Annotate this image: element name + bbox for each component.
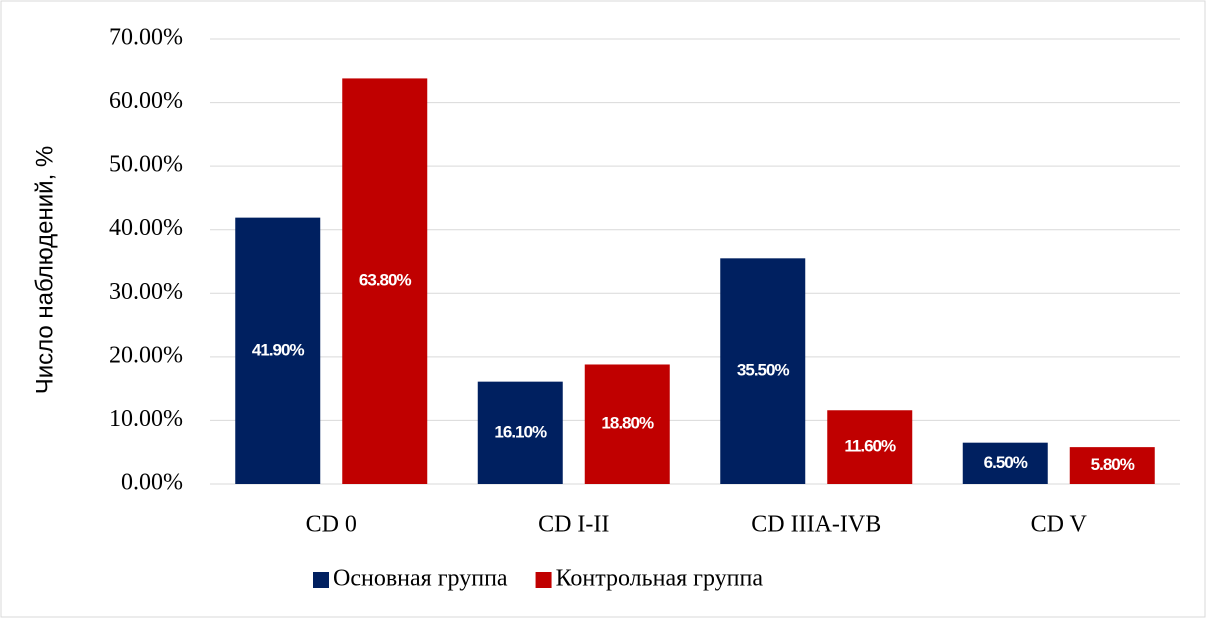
legend-label: Контрольная группа bbox=[556, 566, 764, 592]
y-tick-label: 30.00% bbox=[109, 279, 183, 305]
y-tick-label: 40.00% bbox=[109, 215, 183, 241]
data-label: 5.80% bbox=[1091, 455, 1135, 474]
data-label: 11.60% bbox=[844, 437, 896, 456]
x-tick-label: CD V bbox=[1031, 512, 1088, 538]
bar bbox=[477, 381, 563, 484]
bar bbox=[1069, 447, 1155, 484]
bar bbox=[962, 442, 1048, 484]
y-tick-label: 50.00% bbox=[109, 152, 183, 178]
bar bbox=[827, 410, 913, 484]
data-label: 41.90% bbox=[252, 340, 305, 359]
bar bbox=[235, 217, 321, 484]
data-label: 18.80% bbox=[601, 414, 654, 433]
data-label: 6.50% bbox=[984, 453, 1028, 472]
legend-label: Основная группа bbox=[333, 566, 508, 592]
y-tick-label: 0.00% bbox=[121, 470, 183, 496]
bar bbox=[584, 364, 670, 484]
y-tick-label: 70.00% bbox=[109, 25, 183, 51]
bar bbox=[720, 258, 806, 484]
x-tick-label: CD 0 bbox=[306, 512, 357, 538]
y-tick-label: 10.00% bbox=[109, 406, 183, 432]
bar bbox=[342, 78, 428, 485]
y-tick-label: 20.00% bbox=[109, 342, 183, 368]
data-label: 16.10% bbox=[494, 422, 547, 441]
data-label: 63.80% bbox=[359, 271, 412, 290]
x-tick-label: CD IIIA-IVB bbox=[751, 512, 881, 538]
legend-swatch bbox=[313, 572, 329, 588]
y-tick-label: 60.00% bbox=[109, 88, 183, 114]
legend-swatch bbox=[535, 572, 552, 588]
x-tick-label: CD I-II bbox=[538, 512, 609, 538]
data-label: 35.50% bbox=[737, 361, 790, 380]
y-axis-label: Число наблюдений, % bbox=[31, 146, 58, 395]
